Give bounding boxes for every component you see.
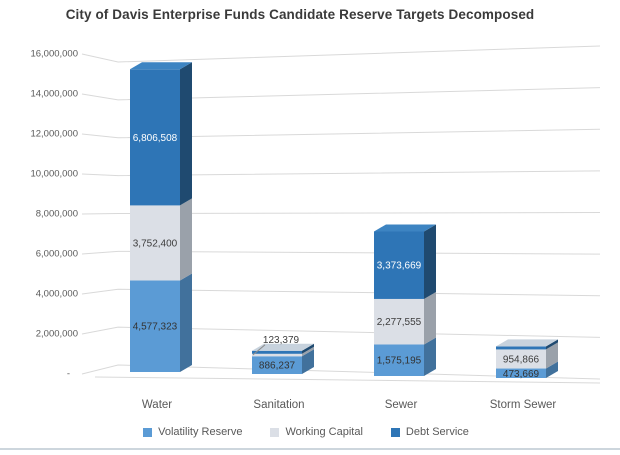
data-label: 3,752,400: [133, 238, 178, 249]
y-axis-tick-label: 12,000,000: [30, 129, 78, 140]
bar-segment: [374, 298, 424, 345]
y-axis-tick-label: 8,000,000: [36, 209, 78, 220]
data-label: 886,237: [259, 361, 296, 372]
bar-top-face: [374, 224, 436, 232]
chart-legend: Volatility Reserve Working Capital Debt Se…: [0, 426, 612, 438]
bar-segment-side: [302, 349, 314, 374]
bar-segment-side: [424, 224, 436, 299]
gridline: [81, 45, 601, 63]
data-label: 954,866: [503, 354, 540, 365]
data-label: 6,806,508: [133, 133, 178, 144]
data-label: 473,669: [503, 369, 540, 380]
bar-segment: [496, 349, 546, 369]
bar-segment: [130, 280, 180, 372]
legend-label: Volatility Reserve: [158, 426, 243, 438]
zero-cap-front: [496, 346, 546, 350]
x-axis-category-label: Storm Sewer: [490, 399, 557, 411]
bar-segment-side: [546, 342, 558, 369]
data-label: 3,373,669: [377, 261, 422, 272]
gridline: [81, 288, 601, 297]
y-axis-tick-label: -: [67, 369, 70, 380]
gridline: [81, 128, 601, 139]
bar-segment-side: [180, 198, 192, 281]
zero-cap-top: [496, 339, 558, 347]
legend-swatch-icon: [143, 427, 153, 437]
legend-label: Working Capital: [285, 426, 363, 438]
bar-segment-side: [546, 361, 558, 378]
y-axis-tick-label: 6,000,000: [36, 249, 78, 260]
legend-swatch-icon: [390, 427, 400, 437]
y-axis-tick-label: 16,000,000: [30, 49, 78, 60]
legend-item: Debt Service: [390, 426, 469, 438]
x-axis-category-label: Sewer: [385, 399, 418, 411]
legend-item: Volatility Reserve: [143, 426, 242, 438]
y-axis-tick-label: 4,000,000: [36, 289, 78, 300]
zero-cap-side: [546, 339, 558, 350]
data-label-outside: 123,379: [263, 335, 300, 346]
legend-swatch-icon: [270, 427, 280, 437]
gridline: [81, 87, 601, 101]
data-label: 1,575,195: [377, 356, 422, 367]
y-axis-tick-label: 10,000,000: [30, 169, 78, 180]
gridline: [81, 212, 601, 215]
y-axis-tick-label: 2,000,000: [36, 329, 78, 340]
data-label: 4,577,323: [133, 322, 178, 333]
y-axis-tick-label: 14,000,000: [30, 89, 78, 100]
bar-segment: [496, 368, 546, 378]
legend-label: Debt Service: [405, 426, 469, 438]
zero-cap-side: [302, 343, 314, 354]
gridline: [81, 326, 601, 338]
zero-cap-front: [252, 350, 302, 354]
bar-segment-side: [180, 273, 192, 372]
x-axis-category-label: Water: [142, 399, 172, 411]
bar-top-face: [130, 62, 192, 70]
legend-item: Working Capital: [270, 426, 363, 438]
bar-segment: [130, 69, 180, 206]
floor-front-edge: [94, 376, 601, 384]
zero-cap-top: [252, 343, 314, 351]
gridline: [81, 250, 601, 255]
bar-segment-side: [180, 62, 192, 206]
page-bottom-border: [0, 448, 620, 450]
bar-segment: [374, 231, 424, 299]
bar-segment: [252, 353, 302, 357]
bar-segment: [374, 344, 424, 376]
bar-segment-side: [424, 291, 436, 345]
label-leader-line: [252, 344, 266, 356]
bar-segment-side: [424, 337, 436, 376]
gridline: [81, 170, 601, 177]
bar-segment: [252, 356, 302, 374]
chart-title: City of Davis Enterprise Funds Candidate…: [65, 7, 535, 22]
bar-segment: [130, 205, 180, 281]
bar-segment-side: [302, 346, 314, 357]
data-label: 2,277,555: [377, 317, 422, 328]
x-axis-category-label: Sanitation: [253, 399, 304, 411]
gridline: [81, 364, 601, 380]
